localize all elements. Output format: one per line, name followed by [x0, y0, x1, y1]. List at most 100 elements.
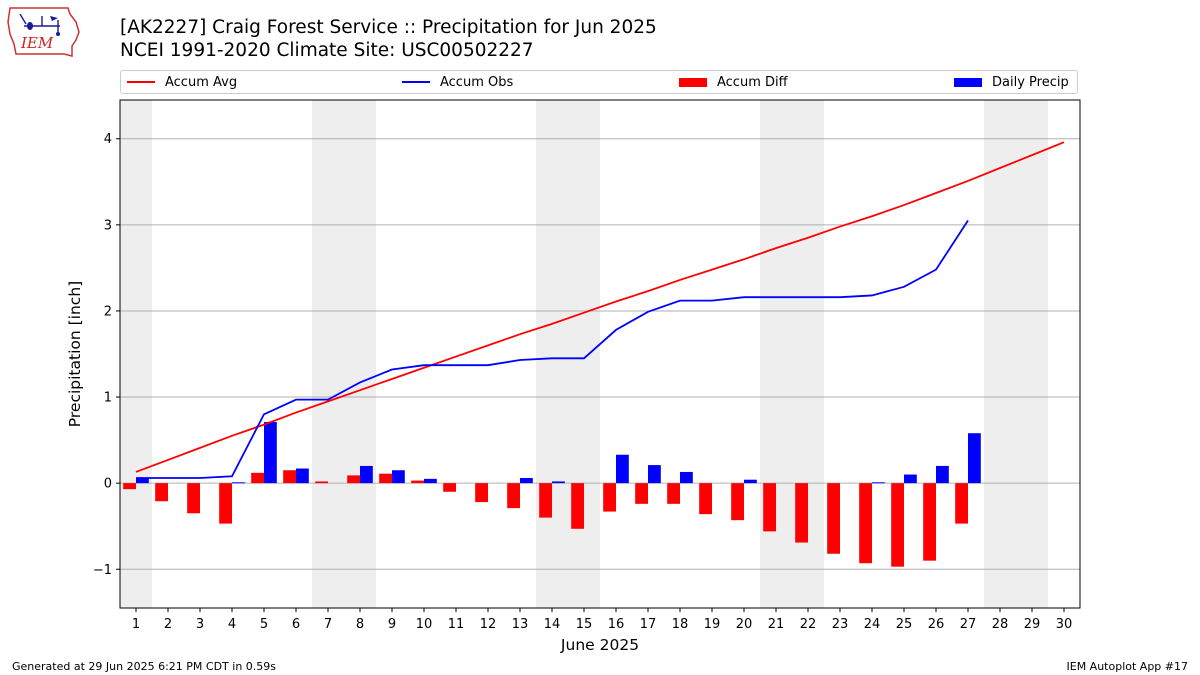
- accum-diff-bar: [155, 483, 168, 502]
- accum-diff-bar: [187, 483, 200, 514]
- accum-diff-bar: [635, 483, 648, 504]
- y-tick-label: 3: [104, 218, 112, 233]
- daily-precip-bar: [232, 482, 245, 484]
- x-tick-label: 19: [704, 617, 721, 632]
- accum-diff-bar: [603, 483, 616, 512]
- accum-obs-line: [136, 220, 969, 479]
- y-axis-label: Precipitation [inch]: [66, 281, 84, 427]
- legend-label-accum-obs: Accum Obs: [440, 74, 514, 90]
- footer-app: IEM Autoplot App #17: [1066, 660, 1189, 673]
- daily-precip-bar: [296, 468, 309, 484]
- daily-precip-bar: [680, 471, 693, 484]
- accum-diff-bar: [763, 483, 776, 532]
- accum-diff-bar: [667, 483, 680, 504]
- y-tick-label: 2: [104, 304, 112, 319]
- daily-precip-bar: [520, 477, 533, 484]
- plot-frame: [119, 99, 1081, 609]
- legend-item-daily-precip: Daily Precip: [954, 71, 1069, 93]
- accum-diff-bar: [891, 483, 904, 567]
- shade-band-1: [312, 100, 376, 608]
- daily-precip-bar: [360, 465, 373, 484]
- shade-band-4: [984, 100, 1048, 608]
- chart-title: [AK2227] Craig Forest Service :: Precipi…: [120, 17, 657, 38]
- accum-diff-bar: [571, 483, 584, 529]
- x-tick-label: 24: [864, 617, 881, 632]
- x-tick-label: 2: [164, 617, 172, 632]
- x-tick-label: 11: [448, 617, 465, 632]
- iem-logo: IEM: [6, 4, 82, 64]
- accum-diff-bar: [219, 483, 232, 524]
- accum-diff-bar: [379, 473, 392, 484]
- x-tick-label: 17: [640, 617, 657, 632]
- x-tick-label: 8: [356, 617, 364, 632]
- daily-precip-bar: [552, 481, 565, 484]
- accum-diff-bar: [251, 472, 264, 484]
- shade-band-3: [760, 100, 824, 608]
- daily-precip-bar: [744, 479, 757, 484]
- x-tick-label: 6: [292, 617, 300, 632]
- accum-diff-bar: [347, 475, 360, 484]
- daily-precip-bar: [968, 433, 981, 484]
- daily-precip-bar: [616, 454, 629, 484]
- x-tick-label: 28: [992, 617, 1009, 632]
- daily-precip-bar: [264, 422, 277, 484]
- daily-precip-bar: [424, 478, 437, 484]
- legend-swatch-accum-diff: [679, 77, 707, 87]
- x-tick-label: 14: [544, 617, 561, 632]
- footer-generated: Generated at 29 Jun 2025 6:21 PM CDT in …: [12, 660, 277, 673]
- x-tick-label: 9: [388, 617, 396, 632]
- daily-precip-bar: [136, 477, 149, 484]
- x-tick-label: 5: [260, 617, 268, 632]
- shade-band-0: [120, 100, 152, 608]
- x-tick-label: 16: [608, 617, 625, 632]
- accum-diff-bar: [731, 483, 744, 521]
- accum-diff-bar: [827, 483, 840, 554]
- x-tick-label: 3: [196, 617, 204, 632]
- x-tick-label: 27: [960, 617, 977, 632]
- legend-label-daily-precip: Daily Precip: [992, 74, 1069, 90]
- x-tick-label: 26: [928, 617, 945, 632]
- legend-swatch-accum-avg: [127, 81, 155, 83]
- x-tick-label: 10: [416, 617, 433, 632]
- x-tick-label: 20: [736, 617, 753, 632]
- accum-diff-bar: [411, 480, 424, 484]
- accum-diff-bar: [123, 483, 136, 490]
- x-tick-label: 22: [800, 617, 817, 632]
- logo-text: IEM: [20, 34, 54, 52]
- x-axis-label: June 2025: [560, 636, 639, 654]
- accum-avg-line: [135, 141, 1065, 473]
- legend-label-accum-diff: Accum Diff: [717, 74, 788, 90]
- accum-diff-bar: [475, 483, 488, 503]
- x-tick-label: 1: [132, 617, 140, 632]
- legend-swatch-accum-obs: [402, 81, 430, 83]
- legend-label-accum-avg: Accum Avg: [165, 74, 238, 90]
- accum-diff-bar: [315, 481, 328, 484]
- daily-precip-bar: [936, 465, 949, 484]
- daily-precip-bar: [904, 474, 917, 484]
- chart-subtitle: NCEI 1991-2020 Climate Site: USC00502227: [120, 40, 534, 61]
- x-tick-label: 25: [896, 617, 913, 632]
- x-tick-label: 12: [480, 617, 497, 632]
- x-tick-label: 29: [1024, 617, 1041, 632]
- accum-diff-bar: [699, 483, 712, 515]
- x-tick-label: 7: [324, 617, 332, 632]
- x-tick-label: 30: [1056, 617, 1073, 632]
- accum-diff-bar: [283, 470, 296, 484]
- accum-diff-bar: [795, 483, 808, 543]
- accum-diff-bar: [507, 483, 520, 509]
- daily-precip-bar: [392, 470, 405, 484]
- x-tick-label: 4: [228, 617, 236, 632]
- y-tick-label: 4: [104, 132, 112, 147]
- accum-diff-bar: [443, 483, 456, 492]
- legend-item-accum-avg: Accum Avg: [127, 71, 237, 93]
- x-tick-label: 23: [832, 617, 849, 632]
- legend-item-accum-obs: Accum Obs: [402, 71, 513, 93]
- x-tick-label: 21: [768, 617, 785, 632]
- y-tick-label: 1: [104, 391, 112, 406]
- accum-diff-bar: [859, 483, 872, 564]
- accum-diff-bar: [955, 483, 968, 524]
- daily-precip-bar: [648, 465, 661, 484]
- legend-swatch-daily-precip: [954, 77, 982, 87]
- y-tick-label: −1: [93, 563, 112, 578]
